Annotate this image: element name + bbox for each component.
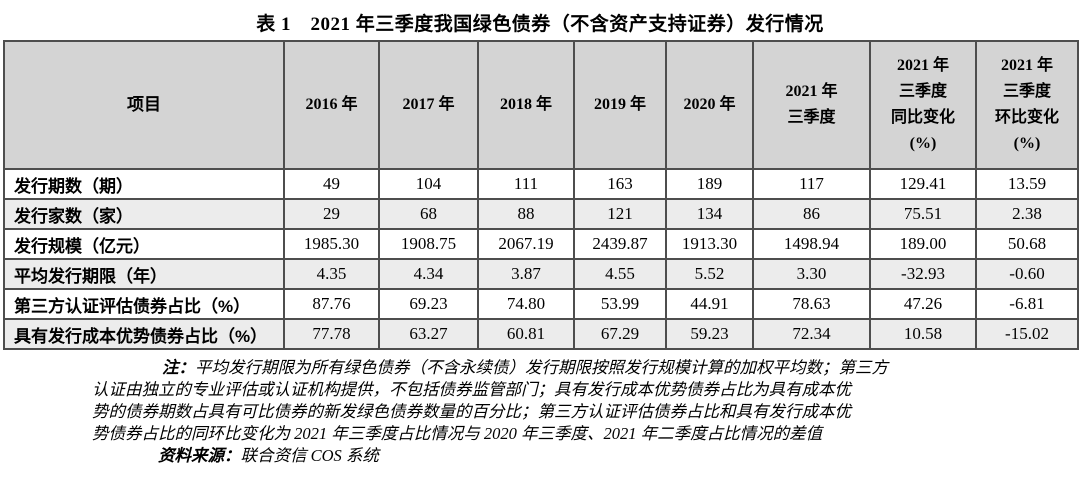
header-cell-2018: 2018 年	[477, 40, 575, 170]
source-text: 联合资信 COS 系统	[240, 446, 379, 465]
value-cell: -0.60	[975, 258, 1079, 290]
value-cell: 129.41	[869, 168, 977, 200]
value-cell: 1985.30	[283, 228, 380, 260]
table-row-issuer-count: 发行家数（家） 29 68 88 121 134 86 75.51 2.38	[3, 198, 1079, 230]
value-cell: 68	[378, 198, 479, 230]
value-cell: 4.34	[378, 258, 479, 290]
value-cell: 2.38	[975, 198, 1079, 230]
table-row-issue-scale: 发行规模（亿元） 1985.30 1908.75 2067.19 2439.87…	[3, 228, 1079, 260]
note-line-1: 注：平均发行期限为所有绿色债券（不含永续债）发行期限按照发行规模计算的加权平均数…	[92, 357, 976, 379]
value-cell: 111	[477, 168, 575, 200]
green-bond-issuance-table: 项目 2016 年 2017 年 2018 年 2019 年 2020 年 20…	[3, 40, 1079, 350]
value-cell: 13.59	[975, 168, 1079, 200]
header-cell-qoq-change: 2021 年 三季度 环比变化 (%)	[975, 40, 1079, 170]
note-line-2: 认证由独立的专业评估或认证机构提供，不包括债券监管部门；具有发行成本优势债券占比…	[92, 380, 851, 399]
row-label-cell: 平均发行期限（年）	[3, 258, 285, 290]
value-cell: 29	[283, 198, 380, 230]
value-cell: 1913.30	[665, 228, 754, 260]
value-cell: 189.00	[869, 228, 977, 260]
value-cell: 3.87	[477, 258, 575, 290]
value-cell: 47.26	[869, 288, 977, 320]
value-cell: 86	[752, 198, 871, 230]
value-cell: 72.34	[752, 318, 871, 350]
value-cell: 117	[752, 168, 871, 200]
value-cell: 88	[477, 198, 575, 230]
header-cell-yoy-change: 2021 年 三季度 同比变化 (%)	[869, 40, 977, 170]
value-cell: 3.30	[752, 258, 871, 290]
value-cell: 53.99	[573, 288, 667, 320]
header-cell-2021q3: 2021 年 三季度	[752, 40, 871, 170]
row-label-cell: 发行期数（期）	[3, 168, 285, 200]
value-cell: -6.81	[975, 288, 1079, 320]
value-cell: -15.02	[975, 318, 1079, 350]
header-cell-2016: 2016 年	[283, 40, 380, 170]
table-row-avg-tenor: 平均发行期限（年） 4.35 4.34 3.87 4.55 5.52 3.30 …	[3, 258, 1079, 290]
value-cell: -32.93	[869, 258, 977, 290]
note-line-3: 势的债券期数占具有可比债券的新发绿色债券数量的百分比；第三方认证评估债券占比和具…	[92, 402, 851, 421]
value-cell: 189	[665, 168, 754, 200]
note-line-1-text: 平均发行期限为所有绿色债券（不含永续债）发行期限按照发行规模计算的加权平均数；第…	[195, 358, 888, 377]
value-cell: 10.58	[869, 318, 977, 350]
header-cell-item: 项目	[3, 40, 285, 170]
value-cell: 74.80	[477, 288, 575, 320]
row-label-cell: 第三方认证评估债券占比（%）	[3, 288, 285, 320]
value-cell: 75.51	[869, 198, 977, 230]
value-cell: 4.55	[573, 258, 667, 290]
value-cell: 163	[573, 168, 667, 200]
table-row-issue-count: 发行期数（期） 49 104 111 163 189 117 129.41 13…	[3, 168, 1079, 200]
table-header-row: 项目 2016 年 2017 年 2018 年 2019 年 2020 年 20…	[3, 40, 1079, 170]
value-cell: 134	[665, 198, 754, 230]
source-line: 资料来源：联合资信 COS 系统	[158, 445, 976, 467]
value-cell: 2439.87	[573, 228, 667, 260]
value-cell: 67.29	[573, 318, 667, 350]
table-title: 表 1 2021 年三季度我国绿色债券（不含资产支持证券）发行情况	[256, 14, 824, 35]
note-label: 注：	[162, 358, 195, 377]
note-line-4: 势债券占比的同环比变化为 2021 年三季度占比情况与 2020 年三季度、20…	[92, 424, 823, 443]
row-label-cell: 发行规模（亿元）	[3, 228, 285, 260]
value-cell: 4.35	[283, 258, 380, 290]
row-label-cell: 发行家数（家）	[3, 198, 285, 230]
header-cell-2017: 2017 年	[378, 40, 479, 170]
value-cell: 69.23	[378, 288, 479, 320]
value-cell: 50.68	[975, 228, 1079, 260]
value-cell: 121	[573, 198, 667, 230]
notes-block: 注：平均发行期限为所有绿色债券（不含永续债）发行期限按照发行规模计算的加权平均数…	[92, 357, 976, 467]
value-cell: 60.81	[477, 318, 575, 350]
value-cell: 44.91	[665, 288, 754, 320]
row-label-cell: 具有发行成本优势债券占比（%）	[3, 318, 285, 350]
value-cell: 49	[283, 168, 380, 200]
value-cell: 59.23	[665, 318, 754, 350]
value-cell: 1498.94	[752, 228, 871, 260]
value-cell: 63.27	[378, 318, 479, 350]
value-cell: 78.63	[752, 288, 871, 320]
header-cell-2020: 2020 年	[665, 40, 754, 170]
value-cell: 77.78	[283, 318, 380, 350]
value-cell: 1908.75	[378, 228, 479, 260]
table-row-cost-advantage-share: 具有发行成本优势债券占比（%） 77.78 63.27 60.81 67.29 …	[3, 318, 1079, 350]
value-cell: 87.76	[283, 288, 380, 320]
header-cell-2019: 2019 年	[573, 40, 667, 170]
value-cell: 2067.19	[477, 228, 575, 260]
table-row-third-party-certified-share: 第三方认证评估债券占比（%） 87.76 69.23 74.80 53.99 4…	[3, 288, 1079, 320]
source-label: 资料来源：	[158, 446, 241, 465]
value-cell: 5.52	[665, 258, 754, 290]
value-cell: 104	[378, 168, 479, 200]
